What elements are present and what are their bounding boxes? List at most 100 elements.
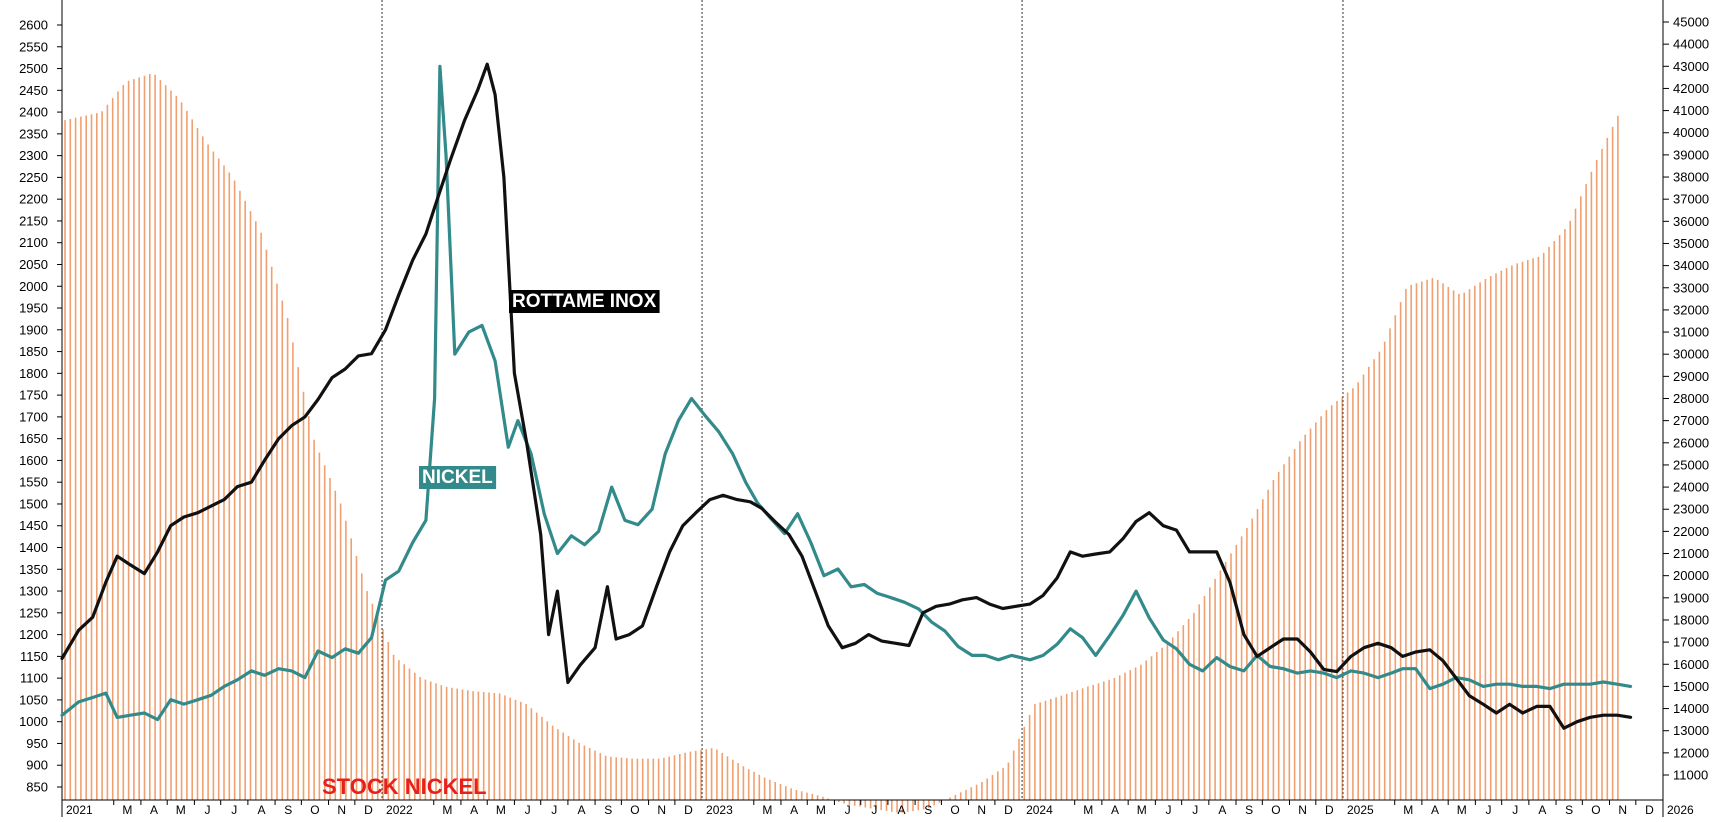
right-tick-label-27000: 27000 [1673, 413, 1709, 428]
month-label-2021-6: J [205, 803, 211, 817]
left-tick-label-1700: 1700 [19, 409, 48, 424]
right-tick-label-44000: 44000 [1673, 37, 1709, 52]
right-tick-label-39000: 39000 [1673, 147, 1709, 162]
month-label-2022-4: A [470, 803, 478, 817]
left-tick-label-1950: 1950 [19, 301, 48, 316]
left-tick-label-1550: 1550 [19, 475, 48, 490]
month-label-2022-5: M [496, 803, 506, 817]
right-tick-label-43000: 43000 [1673, 59, 1709, 74]
right-tick-label-15000: 15000 [1673, 679, 1709, 694]
month-label-2025-11: N [1618, 803, 1627, 817]
rottame-inox-label-box [509, 290, 660, 313]
left-tick-label-1750: 1750 [19, 388, 48, 403]
right-tick-label-38000: 38000 [1673, 170, 1709, 185]
right-tick-label-18000: 18000 [1673, 612, 1709, 627]
right-tick-label-45000: 45000 [1673, 15, 1709, 30]
month-label-2024-12: D [1325, 803, 1334, 817]
nickel-label-text: NICKEL [422, 467, 493, 488]
left-tick-label-2450: 2450 [19, 83, 48, 98]
left-tick-label-1100: 1100 [20, 671, 48, 686]
right-tick-label-37000: 37000 [1673, 192, 1709, 207]
month-label-2023-10: O [950, 803, 959, 817]
left-tick-label-850: 850 [26, 780, 48, 795]
month-label-2025-8: A [1538, 803, 1546, 817]
year-label-2024: 2024 [1026, 803, 1053, 817]
year-label-2025: 2025 [1347, 803, 1374, 817]
month-label-2024-8: A [1218, 803, 1226, 817]
month-label-2025-12: D [1645, 803, 1654, 817]
right-tick-label-22000: 22000 [1673, 524, 1709, 539]
left-tick-label-2250: 2250 [19, 170, 48, 185]
month-label-2021-3: M [122, 803, 132, 817]
month-label-2021-12: D [364, 803, 373, 817]
right-tick-label-17000: 17000 [1673, 635, 1709, 650]
left-tick-label-2400: 2400 [19, 105, 48, 120]
right-tick-label-26000: 26000 [1673, 435, 1709, 450]
left-tick-label-1500: 1500 [19, 496, 48, 511]
month-label-2023-11: N [977, 803, 986, 817]
right-tick-label-19000: 19000 [1673, 590, 1709, 605]
left-tick-label-900: 900 [26, 758, 48, 773]
nickel-label-box [419, 466, 497, 489]
left-tick-label-1050: 1050 [19, 692, 48, 707]
month-label-2021-5: M [176, 803, 186, 817]
right-tick-label-32000: 32000 [1673, 302, 1709, 317]
left-tick-label-2050: 2050 [19, 257, 48, 272]
left-tick-label-1450: 1450 [19, 518, 48, 533]
right-tick-label-35000: 35000 [1673, 236, 1709, 251]
month-label-2025-6: J [1486, 803, 1492, 817]
month-label-2021-8: A [257, 803, 265, 817]
right-tick-label-20000: 20000 [1673, 568, 1709, 583]
x-axis-labels: 2021 M A M J J A S O N D 2022 M A M J J A S O N D 2023 M A M J J A S O… [66, 800, 1694, 817]
left-tick-label-2150: 2150 [19, 213, 48, 228]
nickel-label: NICKEL [419, 466, 497, 489]
month-label-2023-9: S [924, 803, 932, 817]
month-label-2025-5: M [1457, 803, 1467, 817]
month-label-2023-5: M [816, 803, 826, 817]
month-label-2023-12: D [1004, 803, 1013, 817]
left-tick-label-1000: 1000 [19, 714, 48, 729]
month-label-2025-7: J [1512, 803, 1518, 817]
year-label-2026: 2026 [1667, 803, 1694, 817]
left-tick-label-2550: 2550 [19, 39, 48, 54]
left-axis-ticks: 850 900 950 1000 1050 1100 1150 1200 1250 1300 135… [19, 18, 62, 795]
right-tick-label-11000: 11000 [1673, 768, 1708, 783]
left-tick-label-2300: 2300 [19, 148, 48, 163]
right-axis-ticks: 11000 12000 13000 14000 15000 16000 17000 18000… [1663, 15, 1709, 783]
month-label-2022-12: D [684, 803, 693, 817]
month-label-2024-7: J [1192, 803, 1198, 817]
year-label-2022: 2022 [386, 803, 413, 817]
left-tick-label-1150: 1150 [20, 649, 48, 664]
month-label-2023-6: J [845, 803, 851, 817]
left-tick-label-1400: 1400 [19, 540, 48, 555]
month-label-2021-9: S [284, 803, 292, 817]
year-label-2021: 2021 [66, 803, 93, 817]
left-tick-label-1850: 1850 [19, 344, 48, 359]
left-tick-label-2600: 2600 [19, 18, 48, 33]
right-tick-label-21000: 21000 [1673, 546, 1709, 561]
right-tick-label-25000: 25000 [1673, 457, 1709, 472]
month-label-2025-4: A [1431, 803, 1439, 817]
stock-nickel-label: STOCK NICKEL [322, 774, 487, 799]
left-tick-label-1600: 1600 [19, 453, 48, 468]
right-tick-label-23000: 23000 [1673, 502, 1709, 517]
left-tick-label-1900: 1900 [19, 322, 48, 337]
month-label-2022-11: N [657, 803, 666, 817]
left-tick-label-950: 950 [26, 736, 48, 751]
month-label-2024-5: M [1137, 803, 1147, 817]
right-tick-label-40000: 40000 [1673, 125, 1709, 140]
month-label-2021-4: A [150, 803, 158, 817]
rottame-inox-line [60, 62, 1633, 730]
month-label-2022-7: J [551, 803, 557, 817]
month-label-2025-9: S [1565, 803, 1573, 817]
month-label-2025-10: O [1591, 803, 1600, 817]
nickel-line [60, 64, 1633, 722]
left-tick-label-2500: 2500 [19, 61, 48, 76]
left-tick-label-1250: 1250 [19, 605, 48, 620]
right-tick-label-12000: 12000 [1673, 745, 1709, 760]
right-tick-label-16000: 16000 [1673, 657, 1709, 672]
left-tick-label-2350: 2350 [19, 126, 48, 141]
left-tick-label-2100: 2100 [19, 235, 48, 250]
month-label-2022-3: M [442, 803, 452, 817]
